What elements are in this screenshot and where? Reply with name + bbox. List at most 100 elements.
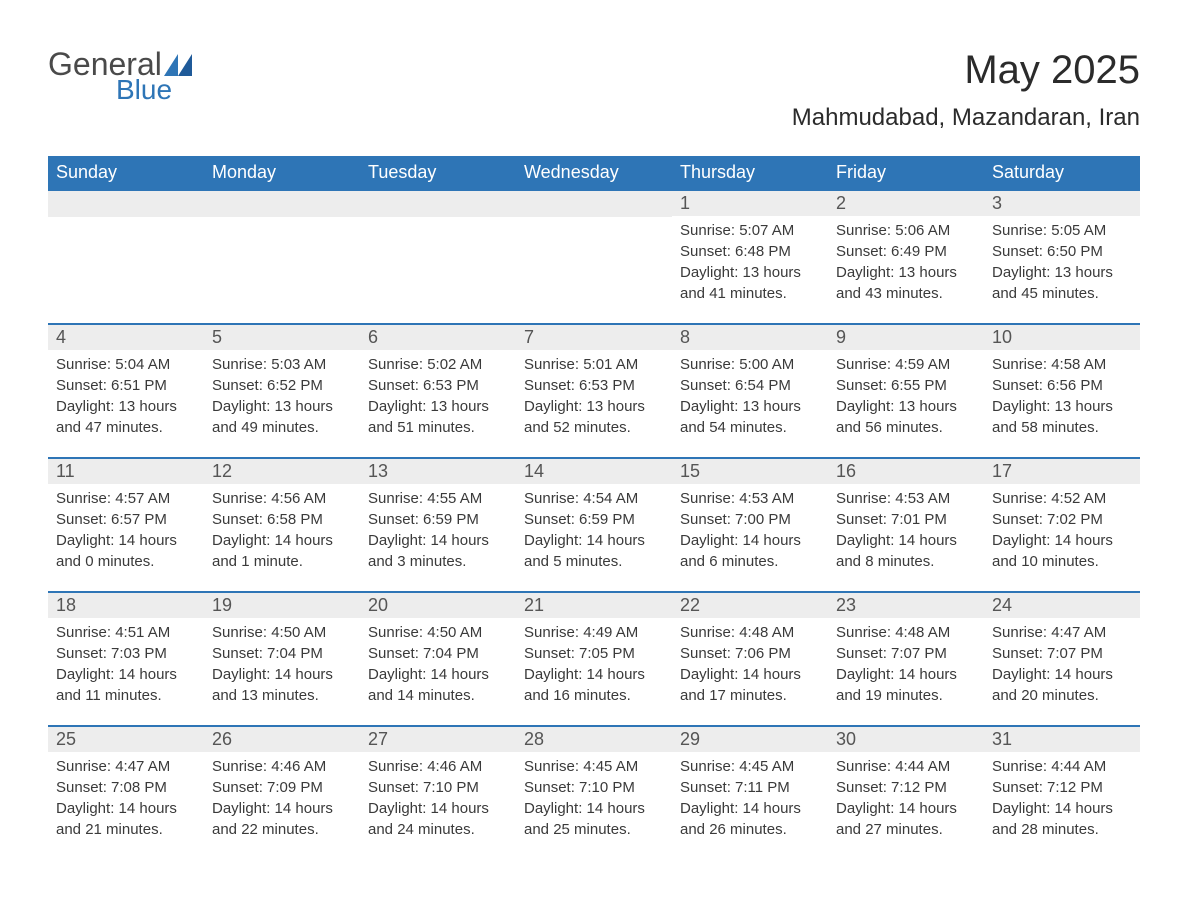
logo-triangle-icon bbox=[164, 54, 192, 76]
daylight-line-2: and 22 minutes. bbox=[212, 819, 352, 840]
day-cell: 23Sunrise: 4:48 AMSunset: 7:07 PMDayligh… bbox=[828, 593, 984, 725]
day-cell: 3Sunrise: 5:05 AMSunset: 6:50 PMDaylight… bbox=[984, 191, 1140, 323]
sunset-line: Sunset: 7:09 PM bbox=[212, 777, 352, 798]
day-number: 2 bbox=[828, 191, 984, 216]
day-cell: 25Sunrise: 4:47 AMSunset: 7:08 PMDayligh… bbox=[48, 727, 204, 859]
sunrise-line: Sunrise: 4:47 AM bbox=[56, 756, 196, 777]
daylight-line-2: and 41 minutes. bbox=[680, 283, 820, 304]
day-body: Sunrise: 4:53 AMSunset: 7:01 PMDaylight:… bbox=[828, 484, 984, 578]
day-body: Sunrise: 5:02 AMSunset: 6:53 PMDaylight:… bbox=[360, 350, 516, 444]
sunset-line: Sunset: 7:02 PM bbox=[992, 509, 1132, 530]
day-number: 26 bbox=[204, 727, 360, 752]
daylight-line-2: and 54 minutes. bbox=[680, 417, 820, 438]
sunrise-line: Sunrise: 4:54 AM bbox=[524, 488, 664, 509]
title-block: May 2025 Mahmudabad, Mazandaran, Iran bbox=[792, 48, 1140, 132]
day-cell: 17Sunrise: 4:52 AMSunset: 7:02 PMDayligh… bbox=[984, 459, 1140, 591]
daylight-line-1: Daylight: 13 hours bbox=[524, 396, 664, 417]
weekday-header-cell: Saturday bbox=[984, 156, 1140, 189]
daylight-line-1: Daylight: 14 hours bbox=[836, 798, 976, 819]
sunset-line: Sunset: 6:53 PM bbox=[368, 375, 508, 396]
sunset-line: Sunset: 7:10 PM bbox=[368, 777, 508, 798]
daylight-line-2: and 56 minutes. bbox=[836, 417, 976, 438]
sunrise-line: Sunrise: 4:56 AM bbox=[212, 488, 352, 509]
day-cell: 22Sunrise: 4:48 AMSunset: 7:06 PMDayligh… bbox=[672, 593, 828, 725]
sunset-line: Sunset: 6:53 PM bbox=[524, 375, 664, 396]
logo-text-blue: Blue bbox=[116, 76, 192, 104]
sunset-line: Sunset: 7:06 PM bbox=[680, 643, 820, 664]
day-cell: 30Sunrise: 4:44 AMSunset: 7:12 PMDayligh… bbox=[828, 727, 984, 859]
sunset-line: Sunset: 6:54 PM bbox=[680, 375, 820, 396]
daylight-line-1: Daylight: 13 hours bbox=[836, 396, 976, 417]
day-body: Sunrise: 4:46 AMSunset: 7:10 PMDaylight:… bbox=[360, 752, 516, 846]
day-body: Sunrise: 4:50 AMSunset: 7:04 PMDaylight:… bbox=[360, 618, 516, 712]
daylight-line-2: and 3 minutes. bbox=[368, 551, 508, 572]
sunset-line: Sunset: 7:12 PM bbox=[836, 777, 976, 798]
weekday-header-cell: Sunday bbox=[48, 156, 204, 189]
day-number: 14 bbox=[516, 459, 672, 484]
daylight-line-2: and 19 minutes. bbox=[836, 685, 976, 706]
sunrise-line: Sunrise: 4:53 AM bbox=[680, 488, 820, 509]
daylight-line-2: and 47 minutes. bbox=[56, 417, 196, 438]
daylight-line-1: Daylight: 14 hours bbox=[680, 530, 820, 551]
sunset-line: Sunset: 6:51 PM bbox=[56, 375, 196, 396]
day-cell: 4Sunrise: 5:04 AMSunset: 6:51 PMDaylight… bbox=[48, 325, 204, 457]
weekday-header-cell: Wednesday bbox=[516, 156, 672, 189]
page-subtitle: Mahmudabad, Mazandaran, Iran bbox=[792, 104, 1140, 132]
sunrise-line: Sunrise: 5:07 AM bbox=[680, 220, 820, 241]
daylight-line-2: and 51 minutes. bbox=[368, 417, 508, 438]
week-row: 1Sunrise: 5:07 AMSunset: 6:48 PMDaylight… bbox=[48, 189, 1140, 323]
sunset-line: Sunset: 6:52 PM bbox=[212, 375, 352, 396]
day-body: Sunrise: 5:06 AMSunset: 6:49 PMDaylight:… bbox=[828, 216, 984, 310]
sunrise-line: Sunrise: 5:00 AM bbox=[680, 354, 820, 375]
daylight-line-1: Daylight: 14 hours bbox=[56, 798, 196, 819]
daylight-line-2: and 26 minutes. bbox=[680, 819, 820, 840]
day-body: Sunrise: 5:01 AMSunset: 6:53 PMDaylight:… bbox=[516, 350, 672, 444]
daylight-line-2: and 17 minutes. bbox=[680, 685, 820, 706]
day-body: Sunrise: 5:04 AMSunset: 6:51 PMDaylight:… bbox=[48, 350, 204, 444]
sunset-line: Sunset: 7:00 PM bbox=[680, 509, 820, 530]
daylight-line-1: Daylight: 14 hours bbox=[56, 664, 196, 685]
day-cell: 12Sunrise: 4:56 AMSunset: 6:58 PMDayligh… bbox=[204, 459, 360, 591]
daylight-line-2: and 6 minutes. bbox=[680, 551, 820, 572]
day-cell: 28Sunrise: 4:45 AMSunset: 7:10 PMDayligh… bbox=[516, 727, 672, 859]
sunrise-line: Sunrise: 4:46 AM bbox=[212, 756, 352, 777]
daylight-line-2: and 20 minutes. bbox=[992, 685, 1132, 706]
day-body: Sunrise: 4:45 AMSunset: 7:11 PMDaylight:… bbox=[672, 752, 828, 846]
weekday-header-cell: Thursday bbox=[672, 156, 828, 189]
day-cell: 19Sunrise: 4:50 AMSunset: 7:04 PMDayligh… bbox=[204, 593, 360, 725]
daylight-line-2: and 8 minutes. bbox=[836, 551, 976, 572]
day-body: Sunrise: 4:49 AMSunset: 7:05 PMDaylight:… bbox=[516, 618, 672, 712]
day-number: 8 bbox=[672, 325, 828, 350]
sunrise-line: Sunrise: 4:53 AM bbox=[836, 488, 976, 509]
sunset-line: Sunset: 6:50 PM bbox=[992, 241, 1132, 262]
daylight-line-2: and 43 minutes. bbox=[836, 283, 976, 304]
daylight-line-2: and 0 minutes. bbox=[56, 551, 196, 572]
daylight-line-1: Daylight: 14 hours bbox=[836, 530, 976, 551]
daylight-line-1: Daylight: 13 hours bbox=[992, 262, 1132, 283]
day-cell: 26Sunrise: 4:46 AMSunset: 7:09 PMDayligh… bbox=[204, 727, 360, 859]
sunset-line: Sunset: 7:04 PM bbox=[212, 643, 352, 664]
day-cell: 10Sunrise: 4:58 AMSunset: 6:56 PMDayligh… bbox=[984, 325, 1140, 457]
sunrise-line: Sunrise: 4:50 AM bbox=[368, 622, 508, 643]
sunrise-line: Sunrise: 4:49 AM bbox=[524, 622, 664, 643]
day-number: 23 bbox=[828, 593, 984, 618]
daylight-line-2: and 14 minutes. bbox=[368, 685, 508, 706]
day-cell: 11Sunrise: 4:57 AMSunset: 6:57 PMDayligh… bbox=[48, 459, 204, 591]
day-body: Sunrise: 4:56 AMSunset: 6:58 PMDaylight:… bbox=[204, 484, 360, 578]
day-number: 9 bbox=[828, 325, 984, 350]
daylight-line-1: Daylight: 14 hours bbox=[368, 664, 508, 685]
daylight-line-2: and 1 minute. bbox=[212, 551, 352, 572]
sunrise-line: Sunrise: 4:50 AM bbox=[212, 622, 352, 643]
day-body: Sunrise: 4:47 AMSunset: 7:07 PMDaylight:… bbox=[984, 618, 1140, 712]
weekday-header-row: SundayMondayTuesdayWednesdayThursdayFrid… bbox=[48, 156, 1140, 189]
daylight-line-1: Daylight: 14 hours bbox=[212, 664, 352, 685]
day-body: Sunrise: 4:48 AMSunset: 7:06 PMDaylight:… bbox=[672, 618, 828, 712]
sunset-line: Sunset: 7:05 PM bbox=[524, 643, 664, 664]
day-number bbox=[204, 191, 360, 217]
day-cell: 15Sunrise: 4:53 AMSunset: 7:00 PMDayligh… bbox=[672, 459, 828, 591]
sunrise-line: Sunrise: 4:45 AM bbox=[524, 756, 664, 777]
daylight-line-2: and 11 minutes. bbox=[56, 685, 196, 706]
sunset-line: Sunset: 7:08 PM bbox=[56, 777, 196, 798]
sunset-line: Sunset: 7:03 PM bbox=[56, 643, 196, 664]
day-number: 5 bbox=[204, 325, 360, 350]
